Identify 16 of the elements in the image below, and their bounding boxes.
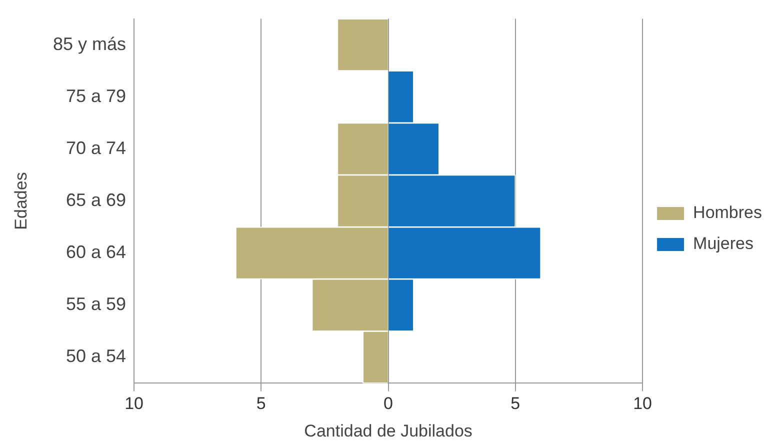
- x-axis-title: Cantidad de Jubilados: [304, 421, 472, 440]
- x-tick-label: 5: [510, 394, 520, 414]
- y-axis-title: Edades: [12, 172, 31, 230]
- x-tick-label: 0: [384, 394, 394, 414]
- y-tick-label: 70 a 74: [66, 138, 126, 158]
- x-tick-label: 5: [256, 394, 266, 414]
- x-tick-label: 10: [124, 394, 144, 414]
- y-tick-label: 50 a 54: [66, 346, 126, 366]
- y-tick-label: 55 a 59: [66, 294, 126, 314]
- x-tick-label: 10: [633, 394, 652, 414]
- legend-label: Hombres: [693, 203, 762, 222]
- y-tick-label: 75 a 79: [66, 86, 126, 106]
- y-tick-label: 85 y más: [52, 34, 126, 54]
- y-tick-label: 65 a 69: [66, 190, 126, 210]
- legend-label: Mujeres: [693, 234, 754, 254]
- y-tick-label: 60 a 64: [66, 242, 126, 262]
